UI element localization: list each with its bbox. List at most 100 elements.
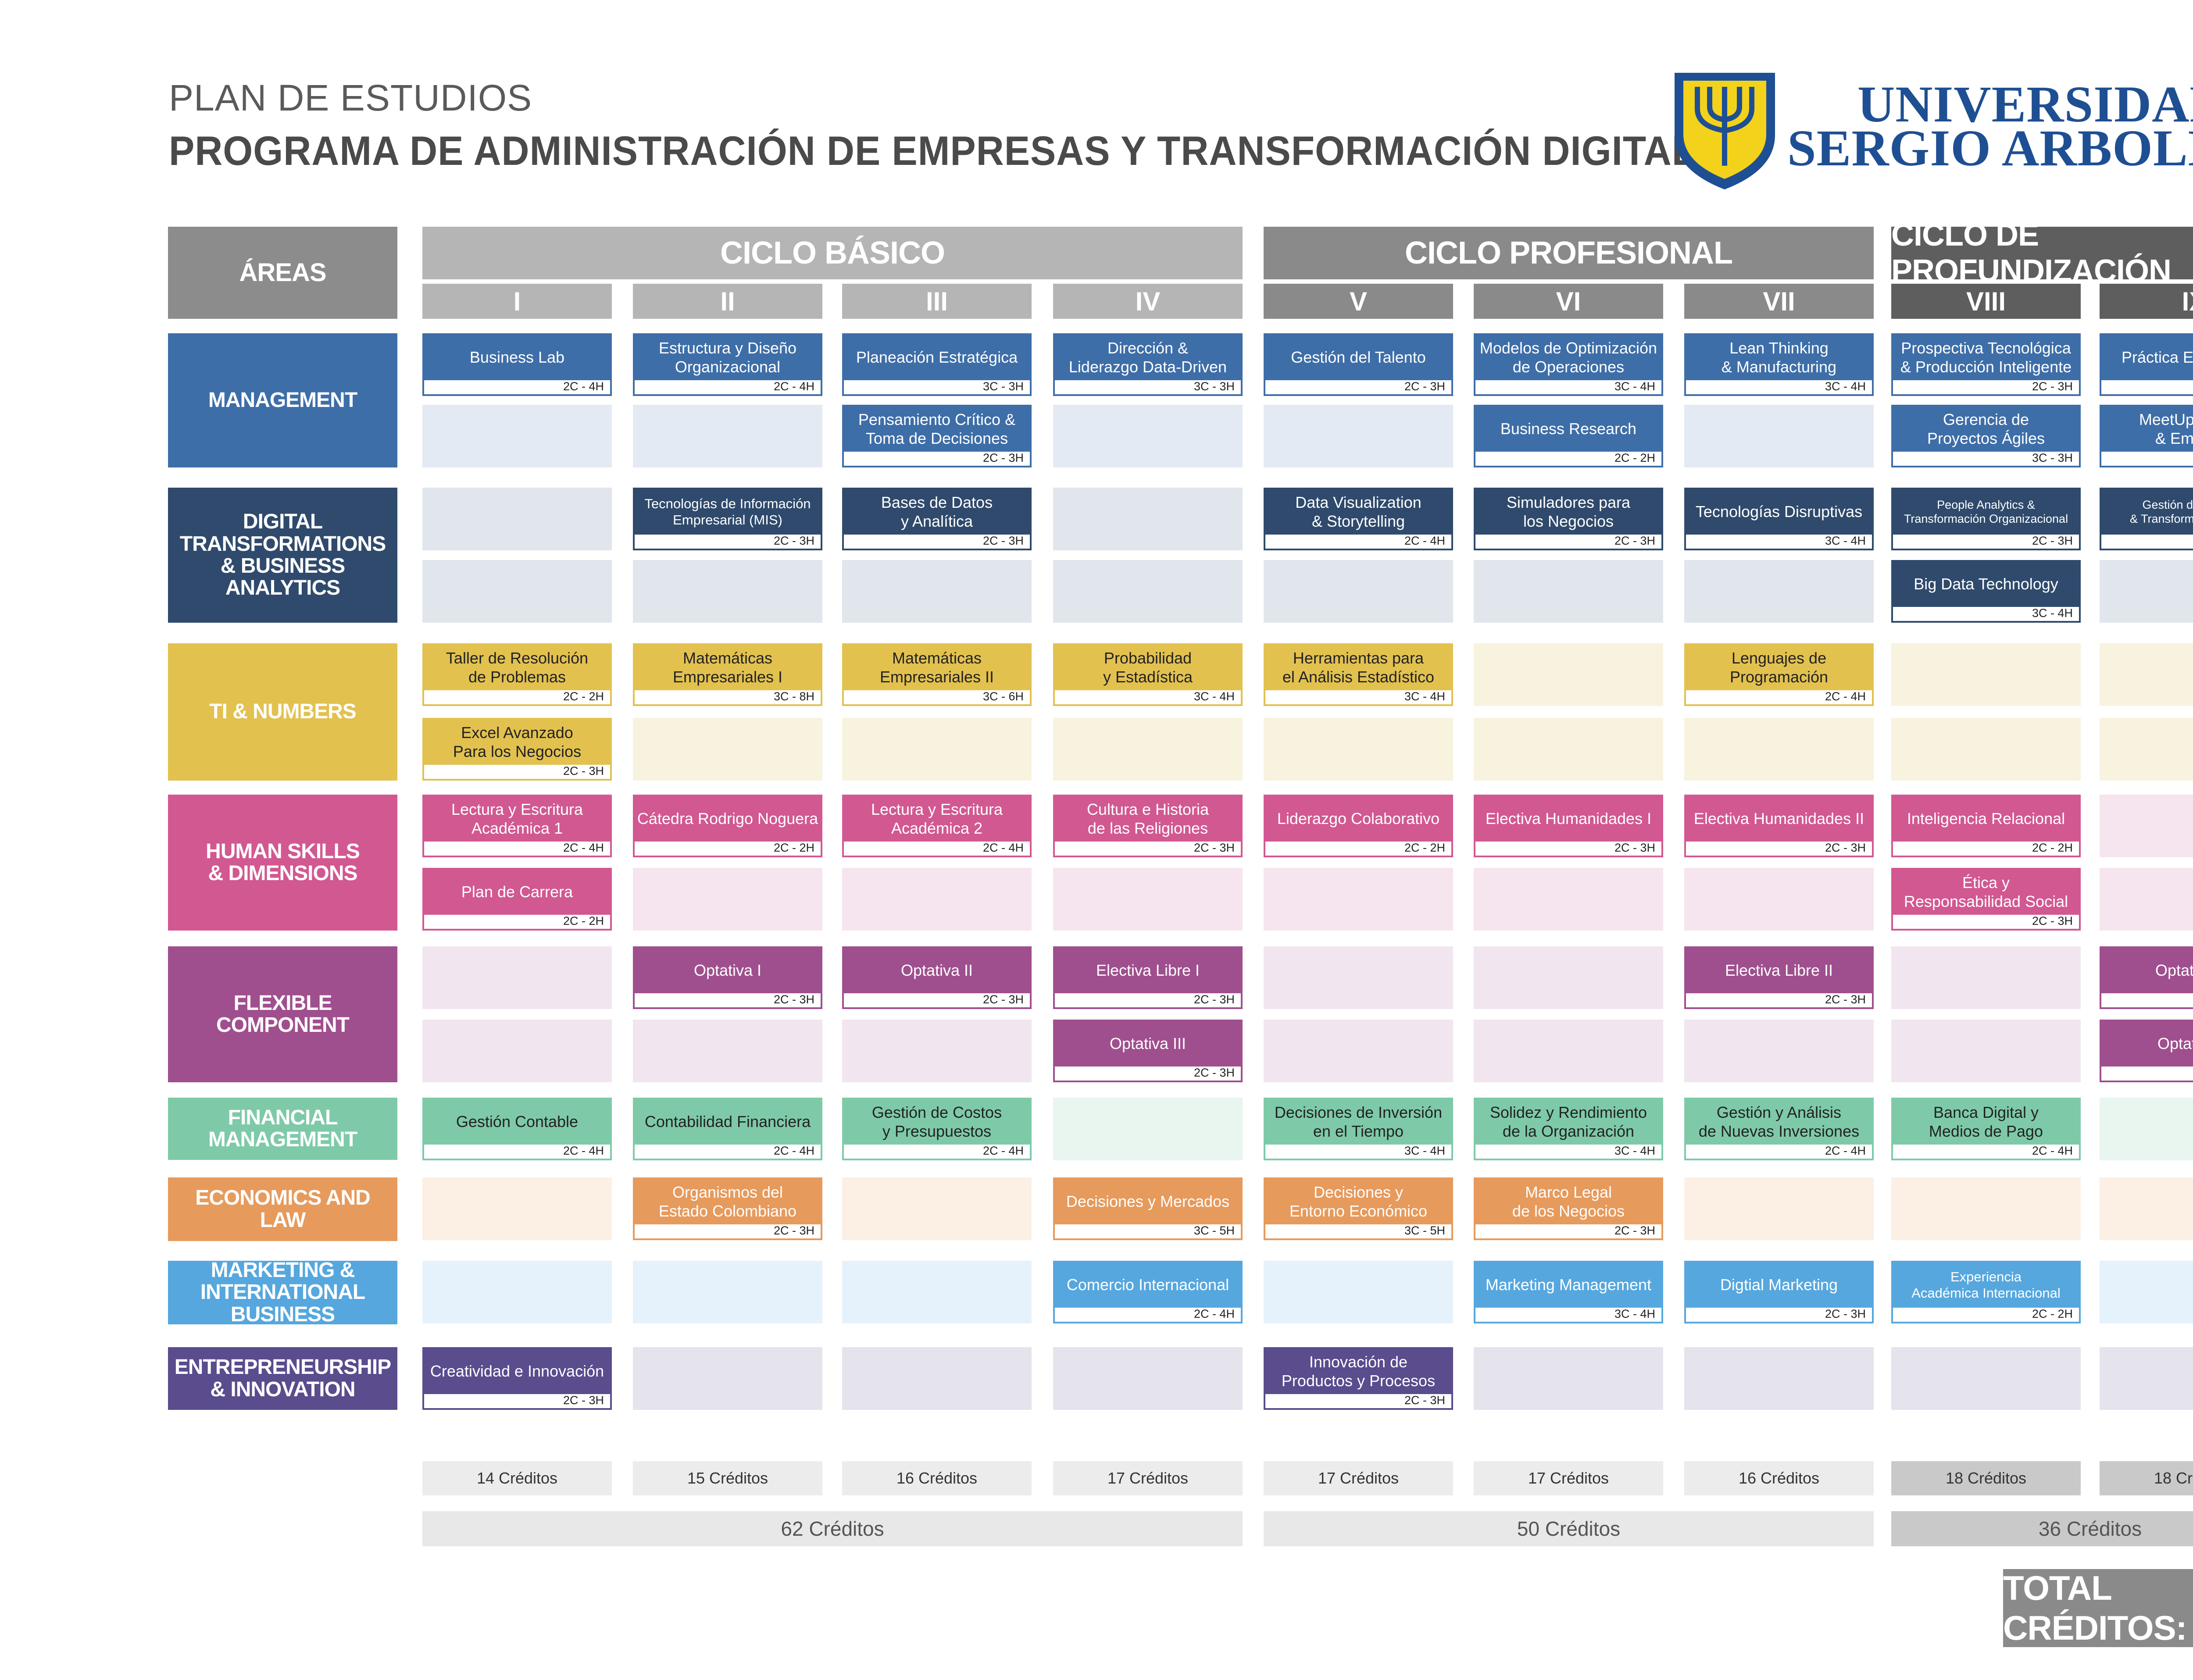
course-name: Probabilidad y Estadística [1055, 645, 1241, 690]
course-card[interactable]: Big Data Technology 3C - 4H [1891, 560, 2081, 623]
course-name: Cultura e Historia de las Religiones [1055, 796, 1241, 842]
course-card[interactable]: Probabilidad y Estadística 3C - 4H [1053, 643, 1243, 706]
course-card[interactable]: Data Visualization & Storytelling 2C - 4H [1264, 488, 1453, 550]
course-card[interactable]: Cultura e Historia de las Religiones 2C -… [1053, 795, 1243, 857]
course-card[interactable]: Gestión de Costos y Presupuestos 2C - 4H [842, 1098, 1032, 1160]
course-name: Banca Digital y Medios de Pago [1893, 1099, 2079, 1145]
course-card[interactable]: Banca Digital y Medios de Pago 2C - 4H [1891, 1098, 2081, 1160]
course-card[interactable]: Organismos del Estado Colombiano 2C - 3H [633, 1177, 822, 1240]
course-card[interactable]: Gestión y Análisis de Nuevas Inversiones… [1684, 1098, 1874, 1160]
course-card[interactable]: Gestión del Talento 2C - 3H [1264, 333, 1453, 396]
course-card[interactable]: Creatividad e Innovación 2C - 3H [422, 1347, 612, 1410]
course-name: Gestión del Cambio & Transformación Digi… [2101, 489, 2193, 535]
course-name: Electiva Libre II [1686, 948, 1872, 993]
course-credits: 2C - 4H [982, 841, 1024, 854]
course-card[interactable]: Digtial Marketing 2C - 3H [1684, 1261, 1874, 1323]
course-card[interactable]: Comercio Internacional 2C - 4H [1053, 1261, 1243, 1323]
course-name: Lenguajes de Programación [1686, 645, 1872, 690]
course-card[interactable]: Marco Legal de los Negocios 2C - 3H [1474, 1177, 1663, 1240]
course-credits: 2C - 3H [1404, 380, 1445, 393]
course-card[interactable]: Electiva Libre II 2C - 3H [1684, 946, 1874, 1009]
course-credits: 2C - 4H [982, 1144, 1024, 1157]
course-card[interactable]: Electiva Humanidades II 2C - 3H [1684, 795, 1874, 857]
course-card[interactable]: Optativa IV2C - 3H [2100, 946, 2193, 1009]
course-credits: 2C - 3H [773, 534, 814, 547]
course-card[interactable]: Gestión Contable 2C - 4H [422, 1098, 612, 1160]
course-card[interactable]: Pensamiento Crítico & Toma de Decisiones… [842, 405, 1032, 467]
course-card[interactable]: Prospectiva Tecnológica & Producción Int… [1891, 333, 2081, 396]
course-name: Solidez y Rendimiento de la Organización [1475, 1099, 1661, 1145]
course-credits: 2C - 4H [2032, 1144, 2073, 1157]
course-card[interactable]: Excel Avanzado Para los Negocios 2C - 3H [422, 718, 612, 781]
course-card[interactable]: Lectura y Escritura Académica 1 2C - 4H [422, 795, 612, 857]
course-card[interactable]: Business Lab 2C - 4H [422, 333, 612, 396]
course-card[interactable]: MeetUp Startup & Empresa2C - 2H [2100, 405, 2193, 467]
course-card[interactable]: Innovación de Productos y Procesos 2C - 3… [1264, 1347, 1453, 1410]
course-card[interactable]: Modelos de Optimización de Operaciones 3C… [1474, 333, 1663, 396]
course-name: Lectura y Escritura Académica 2 [844, 796, 1030, 842]
course-credits: 2C - 3H [773, 1224, 814, 1237]
course-card[interactable]: Gerencia de Proyectos Ágiles 3C - 3H [1891, 405, 2081, 467]
course-credits: 3C - 8H [773, 690, 814, 703]
empty-slot [1891, 1020, 2081, 1082]
empty-slot [2100, 1098, 2193, 1160]
course-credits: 2C - 2H [2032, 841, 2073, 854]
course-card[interactable]: Optativa I 2C - 3H [633, 946, 822, 1009]
course-card[interactable]: Decisiones y Entorno Económico 3C - 5H [1264, 1177, 1453, 1240]
course-credits: 2C - 2H [2032, 1307, 2073, 1320]
course-card[interactable]: Matemáticas Empresariales II 3C - 6H [842, 643, 1032, 706]
empty-slot [633, 1261, 822, 1323]
course-card[interactable]: Solidez y Rendimiento de la Organización… [1474, 1098, 1663, 1160]
course-card[interactable]: Herramientas para el Análisis Estadístic… [1264, 643, 1453, 706]
empty-slot [842, 1347, 1032, 1410]
course-card[interactable]: Lenguajes de Programación 2C - 4H [1684, 643, 1874, 706]
course-card[interactable]: Gestión del Cambio & Transformación Digi… [2100, 488, 2193, 550]
course-card[interactable]: Bases de Datos y Analítica 2C - 3H [842, 488, 1032, 550]
course-card[interactable]: Dirección & Liderazgo Data-Driven 3C - 3H [1053, 333, 1243, 396]
course-card[interactable]: Business Research 2C - 2H [1474, 405, 1663, 467]
course-card[interactable]: Decisiones y Mercados 3C - 5H [1053, 1177, 1243, 1240]
course-card[interactable]: Práctica Empresarial10C [2100, 333, 2193, 396]
area-label: HUMAN SKILLS & DIMENSIONS [168, 795, 397, 931]
course-card[interactable]: Decisiones de Inversión en el Tiempo 3C -… [1264, 1098, 1453, 1160]
course-credits: 3C - 4H [1614, 380, 1655, 393]
empty-slot [1891, 643, 2081, 706]
course-card[interactable]: Taller de Resolución de Problemas 2C - 2H [422, 643, 612, 706]
course-card[interactable]: Optativa III 2C - 3H [1053, 1020, 1243, 1082]
course-card[interactable]: Electiva Humanidades I 2C - 3H [1474, 795, 1663, 857]
course-card[interactable]: Estructura y Diseño Organizacional 2C - 4… [633, 333, 822, 396]
course-card[interactable]: Lectura y Escritura Académica 2 2C - 4H [842, 795, 1032, 857]
course-credits: 2C - 3H [982, 451, 1024, 464]
area-label: TI & NUMBERS [168, 643, 397, 781]
course-card[interactable]: Cátedra Rodrigo Noguera 2C - 2H [633, 795, 822, 857]
course-card[interactable]: Ética y Responsabilidad Social 2C - 3H [1891, 868, 2081, 931]
course-credits: 3C - 3H [982, 380, 1024, 393]
course-card[interactable]: Matemáticas Empresariales I 3C - 8H [633, 643, 822, 706]
course-card[interactable]: Simuladores para los Negocios 2C - 3H [1474, 488, 1663, 550]
course-card[interactable]: Optativa II 2C - 3H [842, 946, 1032, 1009]
course-name: Matemáticas Empresariales II [844, 645, 1030, 690]
course-card[interactable]: Contabilidad Financiera 2C - 4H [633, 1098, 822, 1160]
course-name: Pensamiento Crítico & Toma de Decisiones [844, 407, 1030, 452]
area-label: MANAGEMENT [168, 333, 397, 467]
empty-slot [842, 1177, 1032, 1240]
course-card[interactable]: Lean Thinking & Manufacturing 3C - 4H [1684, 333, 1874, 396]
course-card[interactable]: Marketing Management 3C - 4H [1474, 1261, 1663, 1323]
course-name: Electiva Libre I [1055, 948, 1241, 993]
course-card[interactable]: Plan de Carrera 2C - 2H [422, 868, 612, 931]
course-credits: 2C - 3H [1614, 534, 1655, 547]
empty-slot [1053, 1347, 1243, 1410]
empty-slot [1684, 868, 1874, 931]
course-card[interactable]: Inteligencia Relacional 2C - 2H [1891, 795, 2081, 857]
course-name: Decisiones y Entorno Económico [1265, 1179, 1451, 1224]
course-name: Modelos de Optimización de Operaciones [1475, 335, 1661, 380]
course-card[interactable]: Liderazgo Colaborativo 2C - 2H [1264, 795, 1453, 857]
course-card[interactable]: Electiva Libre I 2C - 3H [1053, 946, 1243, 1009]
course-name: Data Visualization & Storytelling [1265, 489, 1451, 535]
course-card[interactable]: Experiencia Académica Internacional 2C - … [1891, 1261, 2081, 1323]
course-card[interactable]: Planeación Estratégica 3C - 3H [842, 333, 1032, 396]
course-card[interactable]: Tecnologías de Información Empresarial (… [633, 488, 822, 550]
course-card[interactable]: Optativa V2C - 3H [2100, 1020, 2193, 1082]
course-card[interactable]: People Analytics & Transformación Organi… [1891, 488, 2081, 550]
course-card[interactable]: Tecnologías Disruptivas 3C - 4H [1684, 488, 1874, 550]
